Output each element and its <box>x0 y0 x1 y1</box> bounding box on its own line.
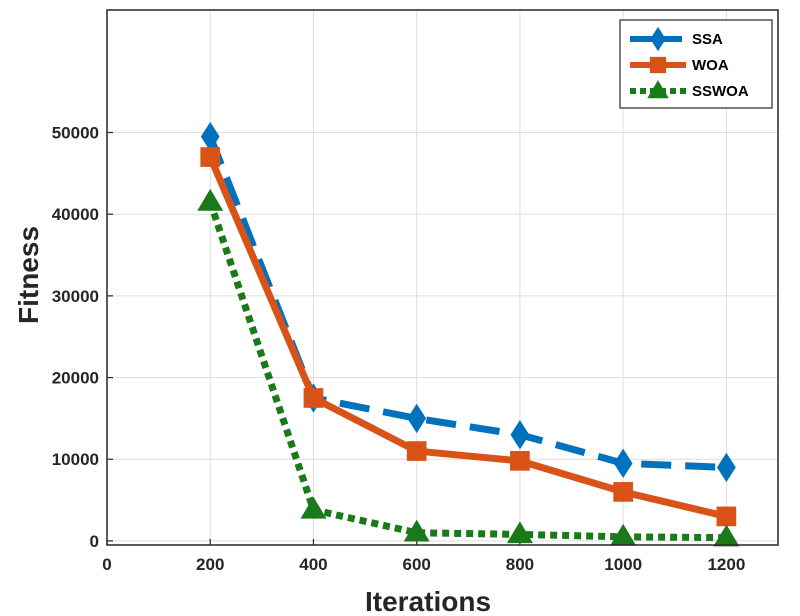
series-ssa <box>200 121 736 483</box>
data-point-woa <box>716 506 737 527</box>
data-point-sswoa <box>300 496 327 519</box>
data-point-ssa <box>510 420 530 450</box>
data-point-woa <box>406 441 427 461</box>
plot-frame <box>106 9 779 546</box>
x-tick-label: 800 <box>506 555 534 574</box>
y-axis-ticks: 0 10000 20000 30000 40000 50000 <box>52 124 113 551</box>
y-tick-label: 30000 <box>52 287 99 306</box>
y-tick-label: 20000 <box>52 369 99 388</box>
y-tick-label: 40000 <box>52 205 99 224</box>
series-sswoa <box>197 188 740 547</box>
x-tick-label: 1200 <box>707 555 745 574</box>
x-tick-label: 1000 <box>604 555 642 574</box>
data-point-woa <box>303 388 324 408</box>
legend-marker-sswoa <box>647 80 669 99</box>
legend-label-ssa: SSA <box>692 31 723 48</box>
data-point-woa <box>200 147 221 167</box>
x-tick-label: 0 <box>102 555 111 574</box>
data-point-sswoa <box>506 521 533 544</box>
data-point-ssa <box>716 452 736 483</box>
data-point-ssa <box>407 403 427 434</box>
series-woa <box>200 147 737 527</box>
legend-label-woa: WOA <box>692 57 729 74</box>
series-line-woa <box>207 155 728 520</box>
data-point-woa <box>613 482 634 502</box>
x-tick-label: 400 <box>299 555 327 574</box>
data-point-sswoa <box>403 519 430 542</box>
y-tick-label: 10000 <box>52 450 99 469</box>
series-layer <box>197 121 740 547</box>
legend-label-sswoa: SSWOA <box>692 83 749 100</box>
legend-marker-ssa <box>650 26 666 52</box>
x-tick-label: 200 <box>196 555 224 574</box>
data-point-sswoa <box>197 188 224 211</box>
legend-marker-woa <box>649 56 667 74</box>
x-axis-title: Iterations <box>365 586 491 616</box>
data-point-woa <box>510 451 530 471</box>
data-point-ssa <box>613 448 633 478</box>
series-line-sswoa <box>206 200 727 542</box>
series-line-ssa <box>206 135 727 471</box>
y-axis-title: Fitness <box>13 226 44 324</box>
legend: SSA WOA SSWOA <box>619 19 773 109</box>
x-tick-label: 600 <box>403 555 431 574</box>
y-tick-label: 50000 <box>52 124 99 143</box>
data-point-sswoa <box>713 524 740 547</box>
y-tick-label: 0 <box>90 532 99 551</box>
